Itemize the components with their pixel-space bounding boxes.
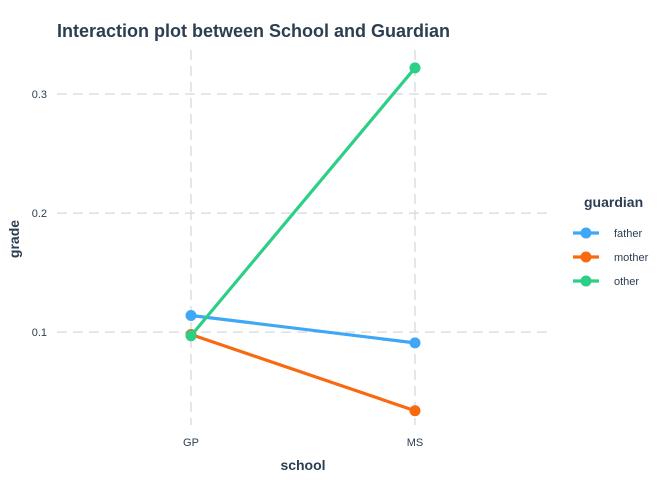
data-point (185, 330, 197, 342)
legend-label: mother (614, 252, 649, 264)
legend-item-mother: mother (573, 251, 649, 264)
series-mother (185, 329, 421, 417)
y-axis-title: grade (6, 220, 22, 258)
series-layer (185, 62, 421, 417)
x-tick-label: GP (183, 437, 199, 449)
grid (57, 50, 550, 425)
legend: guardian father mother other (573, 194, 649, 288)
legend-label: father (614, 228, 642, 240)
legend-key-point (580, 251, 592, 263)
y-tick-label: 0.1 (32, 327, 47, 339)
legend-items: father mother other (573, 227, 649, 288)
y-axis: 0.1 0.2 0.3 (32, 89, 47, 339)
data-point (409, 62, 421, 74)
data-point (185, 309, 197, 321)
series-line (189, 313, 417, 345)
chart-title: Interaction plot between School and Guar… (57, 21, 450, 41)
y-tick-label: 0.2 (32, 208, 47, 220)
legend-key-point (580, 275, 592, 287)
legend-key-point (580, 227, 592, 239)
x-axis: GP MS (183, 437, 423, 449)
data-point (409, 405, 421, 417)
legend-label: other (614, 276, 639, 288)
legend-title: guardian (584, 194, 643, 210)
x-axis-title: school (280, 457, 325, 473)
legend-item-father: father (573, 227, 642, 240)
series-line (189, 66, 417, 338)
series-other (185, 62, 421, 342)
data-point (409, 337, 421, 349)
y-tick-label: 0.3 (32, 89, 47, 101)
series-father (185, 309, 421, 349)
x-tick-label: MS (407, 437, 424, 449)
series-line (189, 332, 417, 413)
legend-item-other: other (573, 275, 639, 288)
